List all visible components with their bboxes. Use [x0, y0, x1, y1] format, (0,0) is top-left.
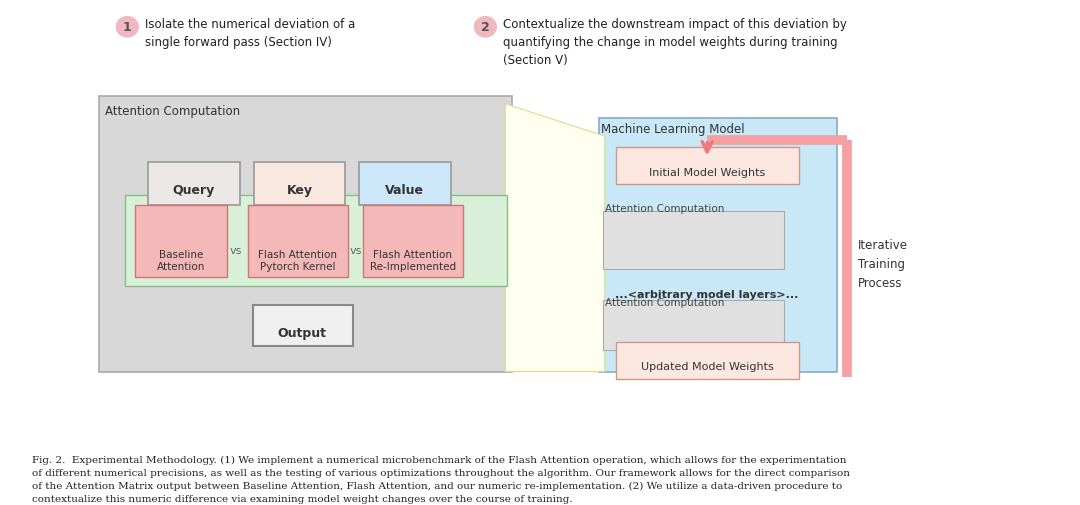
FancyBboxPatch shape — [99, 97, 512, 372]
Circle shape — [474, 18, 497, 38]
Text: Attention Computation: Attention Computation — [605, 298, 724, 308]
Text: vs: vs — [230, 245, 242, 255]
Text: Output: Output — [278, 326, 327, 339]
Text: Baseline
Attention: Baseline Attention — [157, 249, 205, 271]
FancyBboxPatch shape — [359, 163, 450, 206]
FancyBboxPatch shape — [603, 212, 784, 269]
Text: Iterative
Training
Process: Iterative Training Process — [859, 238, 908, 289]
FancyBboxPatch shape — [148, 163, 240, 206]
Text: Attention Computation: Attention Computation — [106, 105, 241, 118]
Text: Flash Attention
Re-Implemented: Flash Attention Re-Implemented — [369, 249, 456, 271]
FancyBboxPatch shape — [603, 300, 784, 350]
FancyBboxPatch shape — [125, 195, 508, 287]
FancyBboxPatch shape — [254, 163, 346, 206]
Circle shape — [117, 18, 138, 38]
FancyBboxPatch shape — [135, 206, 227, 277]
FancyBboxPatch shape — [616, 148, 799, 185]
Text: vs: vs — [350, 245, 362, 255]
FancyBboxPatch shape — [253, 305, 353, 346]
Text: Initial Model Weights: Initial Model Weights — [649, 167, 766, 177]
Text: Contextualize the downstream impact of this deviation by
quantifying the change : Contextualize the downstream impact of t… — [503, 18, 847, 67]
Text: Updated Model Weights: Updated Model Weights — [640, 362, 773, 372]
Text: Attention Computation: Attention Computation — [605, 204, 724, 214]
Text: Value: Value — [386, 184, 424, 197]
Text: Fig. 2.  Experimental Methodology. (1) We implement a numerical microbenchmark o: Fig. 2. Experimental Methodology. (1) We… — [31, 455, 850, 503]
Text: Isolate the numerical deviation of a
single forward pass (Section IV): Isolate the numerical deviation of a sin… — [145, 18, 355, 48]
FancyBboxPatch shape — [363, 206, 463, 277]
FancyBboxPatch shape — [247, 206, 348, 277]
Text: Flash Attention
Pytorch Kernel: Flash Attention Pytorch Kernel — [258, 249, 337, 271]
FancyBboxPatch shape — [616, 342, 799, 379]
Text: Key: Key — [286, 184, 312, 197]
Text: Machine Learning Model: Machine Learning Model — [600, 123, 744, 136]
Text: Query: Query — [173, 184, 215, 197]
Text: 1: 1 — [123, 21, 132, 34]
Text: 2: 2 — [481, 21, 489, 34]
Polygon shape — [505, 105, 605, 372]
Text: ...<arbitrary model layers>...: ...<arbitrary model layers>... — [616, 289, 799, 299]
FancyBboxPatch shape — [598, 118, 837, 372]
